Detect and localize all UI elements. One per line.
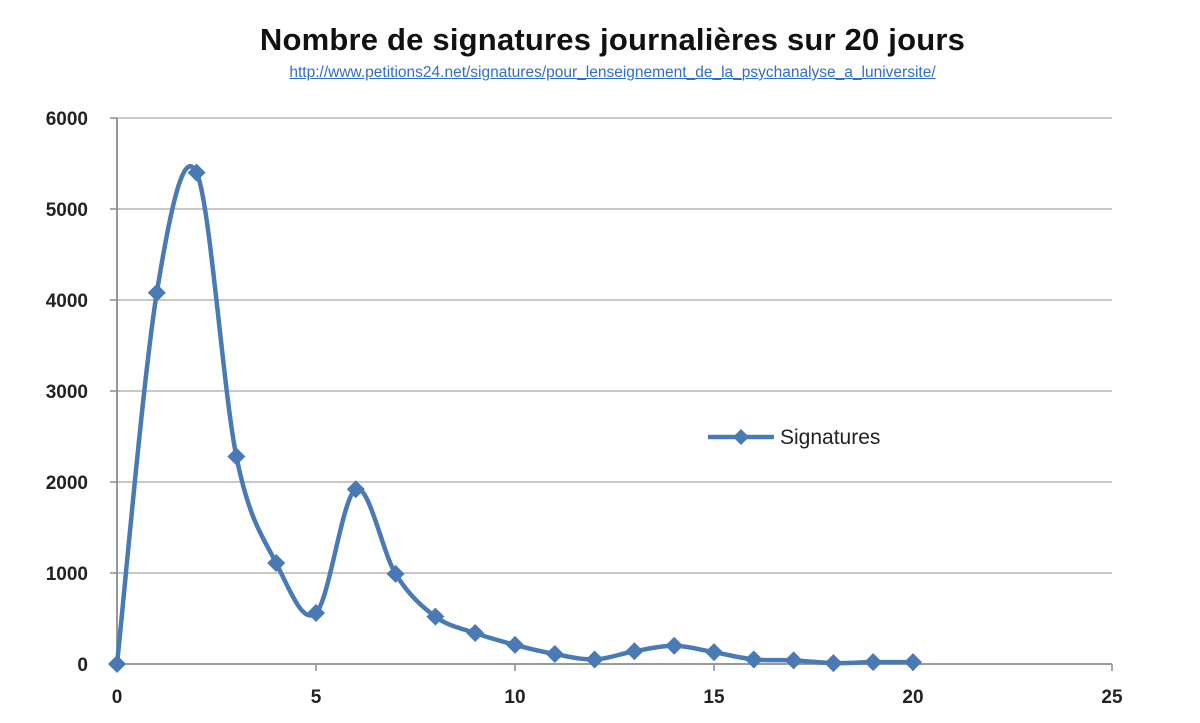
data-point-7 bbox=[386, 564, 405, 583]
data-point-19 bbox=[864, 653, 883, 672]
data-point-4 bbox=[267, 553, 286, 572]
data-point-11 bbox=[545, 644, 564, 663]
data-point-6 bbox=[346, 480, 365, 499]
data-point-17 bbox=[784, 651, 803, 670]
data-point-13 bbox=[625, 642, 644, 661]
data-point-20 bbox=[904, 653, 922, 672]
y-tick-labels: 0 1000 2000 3000 4000 5000 6000 bbox=[46, 109, 88, 676]
x-tick-label: 5 bbox=[311, 687, 322, 708]
x-tick-label: 15 bbox=[703, 687, 725, 708]
data-point-1 bbox=[147, 283, 166, 302]
data-point-2 bbox=[187, 163, 206, 182]
y-tick-label: 1000 bbox=[46, 564, 88, 585]
y-tick-label: 0 bbox=[77, 655, 88, 676]
y-tick-label: 2000 bbox=[46, 473, 88, 494]
x-tick-label: 0 bbox=[112, 687, 123, 708]
data-point-16 bbox=[744, 650, 763, 669]
y-tick-label: 6000 bbox=[46, 109, 88, 130]
data-point-9 bbox=[466, 624, 485, 643]
x-tick-label: 10 bbox=[504, 687, 525, 708]
y-tick-label: 5000 bbox=[46, 200, 88, 221]
data-point-0 bbox=[108, 655, 126, 673]
data-point-18 bbox=[824, 654, 843, 673]
data-point-15 bbox=[705, 643, 723, 662]
series-line bbox=[114, 164, 916, 667]
data-point-10 bbox=[506, 635, 524, 654]
legend: Signatures bbox=[708, 426, 880, 449]
legend-marker bbox=[733, 429, 749, 445]
data-point-3 bbox=[227, 447, 246, 466]
series-signatures bbox=[108, 163, 922, 673]
y-tick-label: 3000 bbox=[46, 382, 88, 403]
data-point-12 bbox=[585, 650, 604, 669]
data-point-14 bbox=[665, 636, 684, 655]
gridlines bbox=[117, 117, 1112, 574]
data-point-5 bbox=[307, 604, 325, 623]
x-tick-labels: 0 5 10 15 20 25 bbox=[112, 687, 1123, 708]
axes bbox=[110, 117, 1113, 671]
data-point-8 bbox=[426, 607, 445, 626]
x-tick-label: 20 bbox=[902, 687, 923, 708]
legend-label: Signatures bbox=[780, 426, 880, 449]
y-tick-label: 4000 bbox=[46, 291, 88, 312]
x-tick-label: 25 bbox=[1101, 687, 1123, 708]
source-link[interactable]: http://www.petitions24.net/signatures/po… bbox=[289, 64, 936, 81]
chart-title: Nombre de signatures journalières sur 20… bbox=[259, 22, 966, 57]
